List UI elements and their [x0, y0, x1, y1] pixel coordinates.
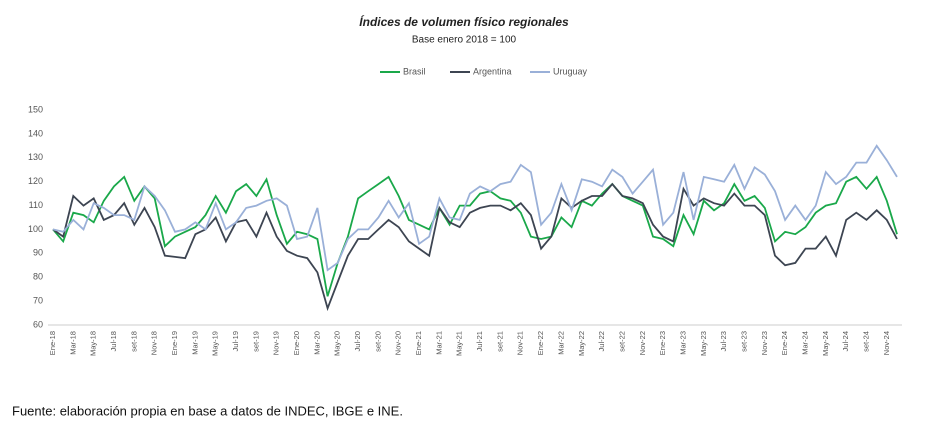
x-tick-label: Jul-23: [719, 331, 728, 351]
y-tick-label: 110: [29, 200, 43, 210]
series-line: [52, 182, 898, 312]
source-note: Fuente: elaboración propia en base a dat…: [12, 403, 403, 418]
x-tick-label: Ene-21: [414, 331, 423, 355]
x-tick-label: May-24: [821, 331, 830, 356]
x-tick-label: Mar-18: [68, 331, 77, 355]
x-tick-label: Mar-22: [556, 331, 565, 355]
x-tick-label: Ene-24: [780, 331, 789, 355]
x-tick-label: May-19: [211, 331, 220, 356]
x-tick-label: Ene-22: [536, 331, 545, 355]
x-tick-label: Ene-18: [48, 331, 57, 355]
x-tick-label: Ene-23: [658, 331, 667, 355]
legend-label: Brasil: [403, 66, 426, 76]
chart-subtitle: Base enero 2018 = 100: [412, 35, 517, 46]
x-tick-label: Mar-21: [434, 331, 443, 355]
y-tick-label: 90: [33, 248, 43, 258]
x-tick-label: set-19: [251, 331, 260, 352]
x-tick-label: set-24: [861, 331, 870, 352]
y-tick-label: 70: [33, 295, 43, 305]
legend-label: Uruguay: [553, 66, 588, 76]
x-tick-label: Ene-19: [170, 331, 179, 355]
x-tick-label: set-22: [617, 331, 626, 352]
x-tick-label: Jul-24: [841, 331, 850, 351]
x-tick-label: Nov-24: [882, 331, 891, 355]
x-tick-label: Nov-22: [638, 331, 647, 355]
x-tick-label: Jul-18: [109, 331, 118, 351]
chart-title: Índices de volumen físico regionales: [359, 14, 569, 29]
x-tick-label: Nov-21: [516, 331, 525, 355]
x-tick-label: May-23: [699, 331, 708, 356]
y-tick-label: 140: [28, 128, 43, 138]
x-tick-label: May-18: [89, 331, 98, 356]
x-tick-label: May-20: [333, 331, 342, 356]
x-tick-label: set-21: [495, 331, 504, 352]
y-tick-label: 150: [28, 104, 43, 114]
x-tick-label: Mar-20: [312, 331, 321, 355]
x-tick-label: May-21: [455, 331, 464, 356]
series-line: [52, 175, 898, 297]
x-tick-label: Jul-22: [597, 331, 606, 351]
x-tick-label: Jul-21: [475, 331, 484, 351]
x-tick-label: Ene-20: [292, 331, 301, 355]
y-tick-label: 80: [33, 272, 43, 282]
y-tick-label: 130: [28, 152, 43, 162]
series-line: [52, 144, 898, 272]
x-tick-label: set-18: [129, 331, 138, 352]
x-tick-label: Jul-20: [353, 331, 362, 351]
x-tick-label: Mar-24: [800, 331, 809, 355]
x-tick-label: Jul-19: [231, 331, 240, 351]
x-tick-label: Nov-19: [272, 331, 281, 355]
y-tick-label: 60: [33, 319, 43, 329]
x-tick-label: May-22: [577, 331, 586, 356]
legend-label: Argentina: [473, 66, 512, 76]
x-tick-label: Mar-19: [190, 331, 199, 355]
x-tick-label: set-23: [739, 331, 748, 352]
y-tick-label: 120: [28, 176, 43, 186]
x-tick-label: Nov-20: [394, 331, 403, 355]
x-tick-label: Nov-23: [760, 331, 769, 355]
x-tick-label: Nov-18: [150, 331, 159, 355]
y-tick-label: 100: [28, 224, 43, 234]
x-tick-label: Mar-23: [678, 331, 687, 355]
x-tick-label: set-20: [373, 331, 382, 352]
